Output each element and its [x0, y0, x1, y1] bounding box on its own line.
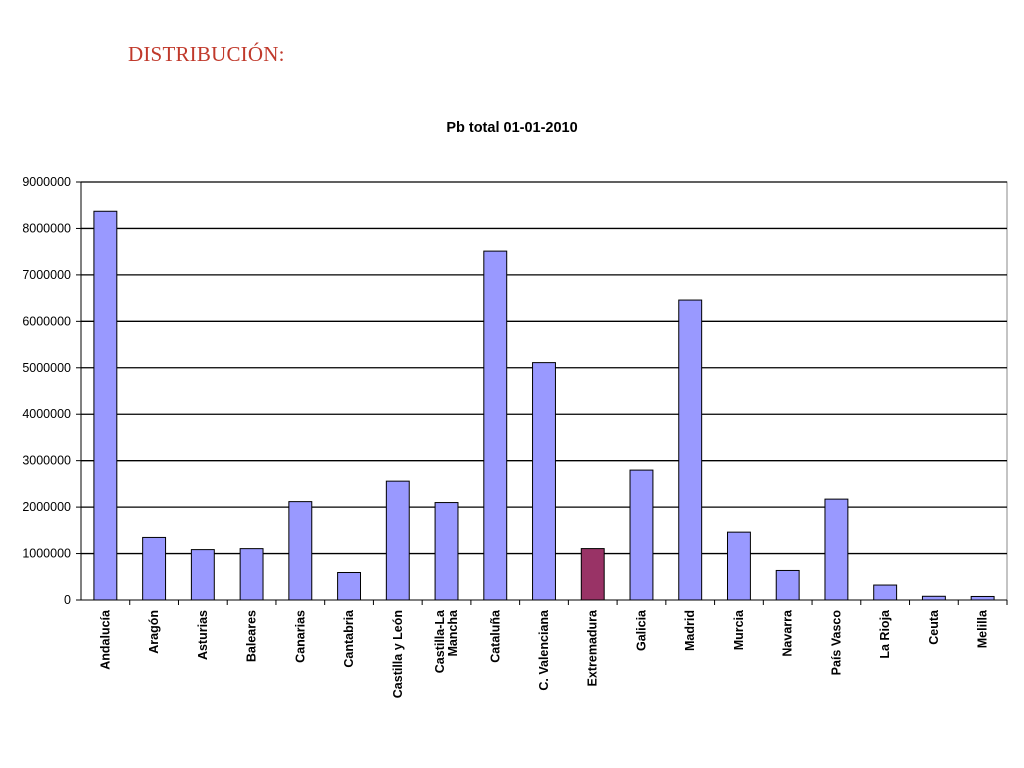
bars: [93, 210, 995, 601]
y-tick-label: 6000000: [22, 314, 71, 328]
x-tick-label: Baleares: [245, 610, 259, 662]
x-tick-label: Asturias: [196, 610, 210, 660]
y-tick-label: 5000000: [22, 361, 71, 375]
x-tick-label: Mancha: [446, 609, 460, 657]
y-tick-label: 2000000: [22, 500, 71, 514]
x-tick-label: La Rioja: [878, 609, 892, 659]
x-axis-ticks: Andalucía Aragón Asturias Baleares Canarias C…: [98, 600, 1008, 698]
bar: [288, 501, 313, 601]
bar: [629, 469, 654, 601]
bar: [337, 572, 362, 601]
y-tick-label: 0: [64, 593, 71, 607]
y-tick-label: 1000000: [22, 547, 71, 561]
x-tick-label: C. Valenciana: [537, 609, 551, 691]
x-tick-label: Castilla y León: [391, 610, 405, 698]
bar: [726, 531, 751, 601]
x-tick-label: Melilla: [976, 609, 990, 648]
x-tick-label: Canarias: [293, 610, 307, 663]
y-tick-label: 3000000: [22, 454, 71, 468]
x-tick-label: Andalucía: [98, 609, 112, 670]
bar: [775, 569, 800, 601]
x-tick-label: Cataluña: [488, 609, 502, 663]
y-tick-label: 9000000: [22, 175, 71, 189]
y-tick-label: 8000000: [22, 221, 71, 235]
x-tick-label: Cantabria: [342, 609, 356, 668]
bar: [385, 480, 410, 601]
bar: [873, 584, 898, 601]
x-tick-label: Aragón: [147, 610, 161, 654]
bar: [970, 595, 995, 601]
x-tick-label: Castilla-La: [433, 609, 447, 673]
bar: [921, 595, 946, 601]
bar: [190, 549, 215, 601]
bar: [824, 498, 849, 601]
x-tick-label: Madrid: [683, 610, 697, 651]
bar: [532, 362, 556, 601]
x-tick-label: Extremadura: [586, 609, 600, 686]
x-tick-label: Ceuta: [927, 609, 941, 645]
bar: [142, 536, 167, 601]
bar: [483, 250, 508, 601]
y-tick-label: 7000000: [22, 268, 71, 282]
x-tick-label: Murcia: [732, 609, 746, 650]
bar: [678, 299, 703, 601]
y-axis-ticks: 0 1000000 2000000 3000000 4000000 5000000 6000…: [22, 175, 81, 607]
bar-highlighted: [580, 548, 605, 601]
slide-heading: DISTRIBUCIÓN:: [128, 42, 285, 66]
bar: [239, 548, 264, 601]
bar: [93, 210, 118, 601]
y-tick-label: 4000000: [22, 407, 71, 421]
x-tick-label: País Vasco: [829, 610, 843, 676]
bar: [434, 502, 459, 601]
x-tick-label: Galicia: [634, 609, 648, 651]
chart-title: Pb total 01-01-2010: [446, 120, 578, 136]
x-tick-label: Navarra: [781, 609, 795, 657]
